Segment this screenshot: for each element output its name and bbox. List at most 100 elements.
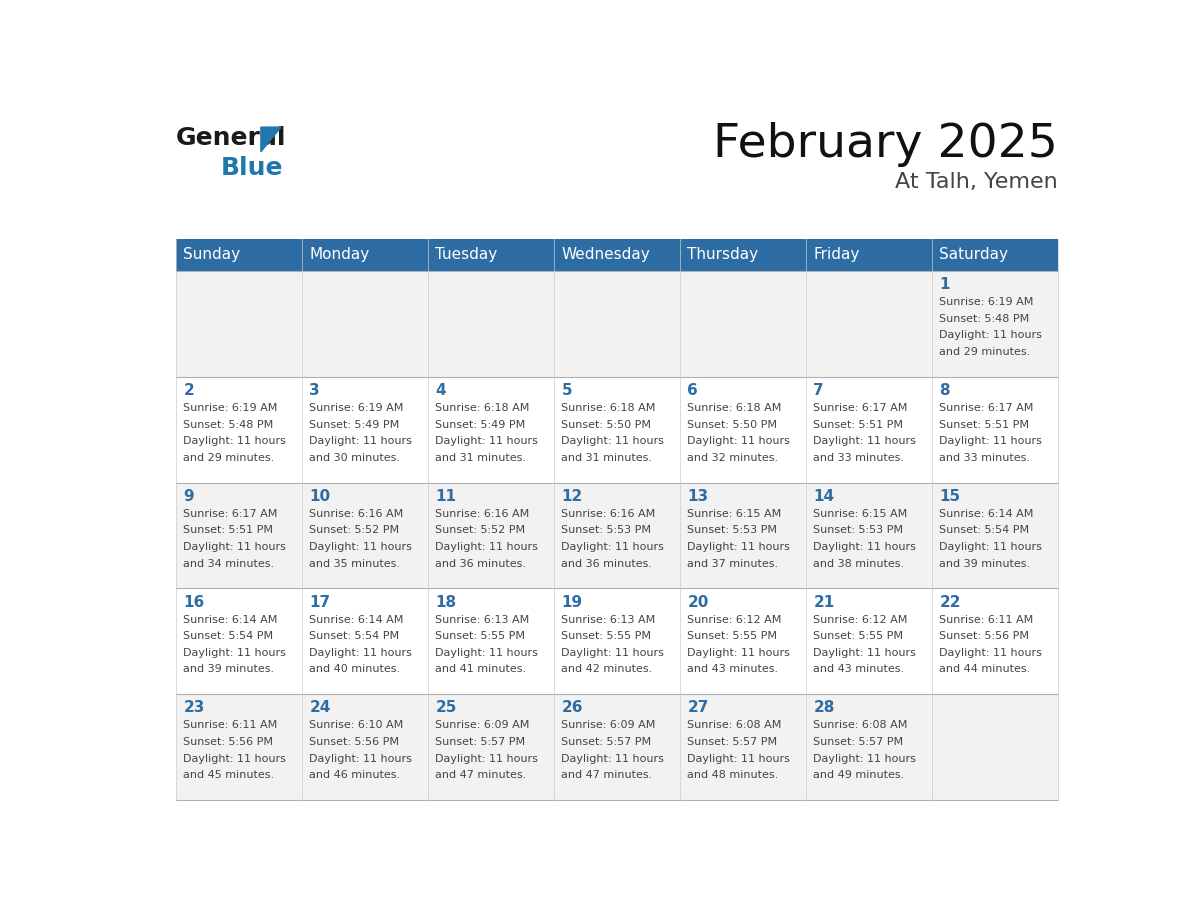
Text: and 31 minutes.: and 31 minutes. bbox=[562, 453, 652, 463]
Text: Sunrise: 6:19 AM: Sunrise: 6:19 AM bbox=[183, 403, 278, 413]
Text: Sunset: 5:54 PM: Sunset: 5:54 PM bbox=[309, 632, 399, 641]
Text: Sunrise: 6:17 AM: Sunrise: 6:17 AM bbox=[814, 403, 908, 413]
Text: Sunset: 5:48 PM: Sunset: 5:48 PM bbox=[183, 420, 273, 430]
Text: Daylight: 11 hours: Daylight: 11 hours bbox=[940, 648, 1042, 658]
Text: 5: 5 bbox=[562, 383, 571, 398]
Text: Sunset: 5:53 PM: Sunset: 5:53 PM bbox=[814, 525, 903, 535]
Bar bbox=[176, 239, 1057, 271]
Text: Sunrise: 6:15 AM: Sunrise: 6:15 AM bbox=[688, 509, 782, 519]
Text: and 38 minutes.: and 38 minutes. bbox=[814, 558, 904, 568]
Text: 24: 24 bbox=[309, 700, 330, 715]
Text: Sunrise: 6:19 AM: Sunrise: 6:19 AM bbox=[940, 297, 1034, 308]
Text: 22: 22 bbox=[940, 595, 961, 610]
Text: Sunset: 5:57 PM: Sunset: 5:57 PM bbox=[562, 737, 651, 747]
Text: Daylight: 11 hours: Daylight: 11 hours bbox=[562, 436, 664, 446]
Text: Sunset: 5:54 PM: Sunset: 5:54 PM bbox=[940, 525, 1030, 535]
Text: Sunset: 5:49 PM: Sunset: 5:49 PM bbox=[309, 420, 399, 430]
Text: and 45 minutes.: and 45 minutes. bbox=[183, 770, 274, 780]
Bar bbox=[176, 483, 1057, 588]
Text: Sunset: 5:51 PM: Sunset: 5:51 PM bbox=[814, 420, 903, 430]
Text: 17: 17 bbox=[309, 595, 330, 610]
Text: 2: 2 bbox=[183, 383, 194, 398]
Text: Daylight: 11 hours: Daylight: 11 hours bbox=[562, 542, 664, 552]
Text: Sunset: 5:55 PM: Sunset: 5:55 PM bbox=[435, 632, 525, 641]
Text: and 30 minutes.: and 30 minutes. bbox=[309, 453, 400, 463]
Text: 20: 20 bbox=[688, 595, 709, 610]
Text: Daylight: 11 hours: Daylight: 11 hours bbox=[688, 436, 790, 446]
Text: Sunset: 5:56 PM: Sunset: 5:56 PM bbox=[183, 737, 273, 747]
Text: and 34 minutes.: and 34 minutes. bbox=[183, 558, 274, 568]
Text: Daylight: 11 hours: Daylight: 11 hours bbox=[435, 542, 538, 552]
Text: Sunrise: 6:17 AM: Sunrise: 6:17 AM bbox=[940, 403, 1034, 413]
Text: and 47 minutes.: and 47 minutes. bbox=[562, 770, 652, 780]
Text: Sunrise: 6:18 AM: Sunrise: 6:18 AM bbox=[688, 403, 782, 413]
Text: Sunrise: 6:13 AM: Sunrise: 6:13 AM bbox=[562, 615, 656, 624]
Text: Sunrise: 6:09 AM: Sunrise: 6:09 AM bbox=[435, 721, 530, 731]
Text: Sunrise: 6:14 AM: Sunrise: 6:14 AM bbox=[183, 615, 278, 624]
Text: Daylight: 11 hours: Daylight: 11 hours bbox=[940, 436, 1042, 446]
Text: 10: 10 bbox=[309, 489, 330, 504]
Text: Daylight: 11 hours: Daylight: 11 hours bbox=[940, 542, 1042, 552]
Text: Daylight: 11 hours: Daylight: 11 hours bbox=[688, 648, 790, 658]
Text: Sunset: 5:51 PM: Sunset: 5:51 PM bbox=[940, 420, 1029, 430]
Text: and 36 minutes.: and 36 minutes. bbox=[435, 558, 526, 568]
Text: 27: 27 bbox=[688, 700, 709, 715]
Text: 8: 8 bbox=[940, 383, 950, 398]
Text: February 2025: February 2025 bbox=[713, 122, 1057, 167]
Text: and 29 minutes.: and 29 minutes. bbox=[940, 347, 1030, 357]
Text: Sunrise: 6:16 AM: Sunrise: 6:16 AM bbox=[562, 509, 656, 519]
Text: 3: 3 bbox=[309, 383, 320, 398]
Text: Sunset: 5:56 PM: Sunset: 5:56 PM bbox=[940, 632, 1029, 641]
Text: Daylight: 11 hours: Daylight: 11 hours bbox=[814, 648, 916, 658]
Text: Sunrise: 6:10 AM: Sunrise: 6:10 AM bbox=[309, 721, 404, 731]
Text: Sunrise: 6:16 AM: Sunrise: 6:16 AM bbox=[309, 509, 404, 519]
Text: Daylight: 11 hours: Daylight: 11 hours bbox=[183, 754, 286, 764]
Text: Sunset: 5:57 PM: Sunset: 5:57 PM bbox=[814, 737, 903, 747]
Text: Sunrise: 6:09 AM: Sunrise: 6:09 AM bbox=[562, 721, 656, 731]
Text: At Talh, Yemen: At Talh, Yemen bbox=[895, 172, 1057, 192]
Text: and 41 minutes.: and 41 minutes. bbox=[435, 665, 526, 675]
Text: Sunset: 5:50 PM: Sunset: 5:50 PM bbox=[562, 420, 651, 430]
Polygon shape bbox=[261, 127, 282, 151]
Text: and 43 minutes.: and 43 minutes. bbox=[814, 665, 904, 675]
Text: Sunset: 5:56 PM: Sunset: 5:56 PM bbox=[309, 737, 399, 747]
Text: General: General bbox=[176, 126, 286, 150]
Text: Daylight: 11 hours: Daylight: 11 hours bbox=[183, 436, 286, 446]
Text: Sunrise: 6:19 AM: Sunrise: 6:19 AM bbox=[309, 403, 404, 413]
Text: Daylight: 11 hours: Daylight: 11 hours bbox=[940, 330, 1042, 341]
Text: Sunrise: 6:18 AM: Sunrise: 6:18 AM bbox=[562, 403, 656, 413]
Text: 7: 7 bbox=[814, 383, 824, 398]
Text: and 29 minutes.: and 29 minutes. bbox=[183, 453, 274, 463]
Text: Sunset: 5:55 PM: Sunset: 5:55 PM bbox=[814, 632, 903, 641]
Text: and 46 minutes.: and 46 minutes. bbox=[309, 770, 400, 780]
Text: Daylight: 11 hours: Daylight: 11 hours bbox=[814, 542, 916, 552]
Text: 18: 18 bbox=[435, 595, 456, 610]
Text: 28: 28 bbox=[814, 700, 835, 715]
Text: 13: 13 bbox=[688, 489, 708, 504]
Text: Sunset: 5:55 PM: Sunset: 5:55 PM bbox=[562, 632, 651, 641]
Text: Sunset: 5:50 PM: Sunset: 5:50 PM bbox=[688, 420, 777, 430]
Text: Thursday: Thursday bbox=[688, 248, 758, 263]
Text: and 39 minutes.: and 39 minutes. bbox=[940, 558, 1030, 568]
Text: Sunrise: 6:15 AM: Sunrise: 6:15 AM bbox=[814, 509, 908, 519]
Text: and 39 minutes.: and 39 minutes. bbox=[183, 665, 274, 675]
Text: Sunset: 5:49 PM: Sunset: 5:49 PM bbox=[435, 420, 525, 430]
Text: Sunset: 5:57 PM: Sunset: 5:57 PM bbox=[688, 737, 777, 747]
Text: Sunset: 5:53 PM: Sunset: 5:53 PM bbox=[688, 525, 777, 535]
Text: Sunset: 5:55 PM: Sunset: 5:55 PM bbox=[688, 632, 777, 641]
Text: Sunrise: 6:08 AM: Sunrise: 6:08 AM bbox=[814, 721, 908, 731]
Text: Sunrise: 6:17 AM: Sunrise: 6:17 AM bbox=[183, 509, 278, 519]
Text: Friday: Friday bbox=[814, 248, 860, 263]
Text: Daylight: 11 hours: Daylight: 11 hours bbox=[562, 754, 664, 764]
Text: and 37 minutes.: and 37 minutes. bbox=[688, 558, 778, 568]
Text: Daylight: 11 hours: Daylight: 11 hours bbox=[309, 542, 412, 552]
Text: Sunset: 5:57 PM: Sunset: 5:57 PM bbox=[435, 737, 525, 747]
Text: Sunrise: 6:18 AM: Sunrise: 6:18 AM bbox=[435, 403, 530, 413]
Text: and 36 minutes.: and 36 minutes. bbox=[562, 558, 652, 568]
Text: Sunset: 5:53 PM: Sunset: 5:53 PM bbox=[562, 525, 651, 535]
Text: and 43 minutes.: and 43 minutes. bbox=[688, 665, 778, 675]
Text: 6: 6 bbox=[688, 383, 699, 398]
Text: and 31 minutes.: and 31 minutes. bbox=[435, 453, 526, 463]
Text: and 32 minutes.: and 32 minutes. bbox=[688, 453, 778, 463]
Text: Sunrise: 6:11 AM: Sunrise: 6:11 AM bbox=[183, 721, 278, 731]
